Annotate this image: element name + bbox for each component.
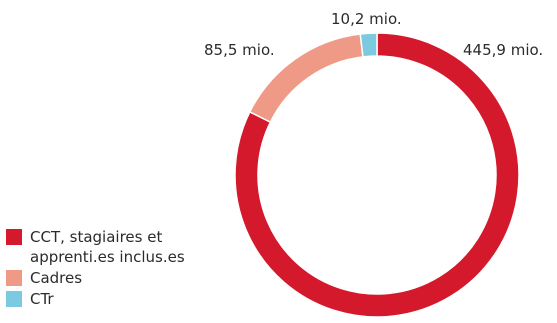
- legend-label-cct: CCT, stagiaires et apprenti.es inclus.es: [30, 228, 185, 266]
- data-label-cct: 445,9 mio.: [463, 41, 543, 59]
- legend-swatch-ctr: [6, 291, 22, 307]
- legend-item-cct: CCT, stagiaires et apprenti.es inclus.es: [6, 227, 221, 267]
- legend-swatch-cct: [6, 229, 22, 245]
- arc-cct: [234, 32, 520, 318]
- data-label-cadres: 85,5 mio.: [204, 41, 275, 59]
- legend-label-cadres: Cadres: [30, 269, 83, 287]
- donut-arcs: [234, 32, 520, 318]
- legend: CCT, stagiaires et apprenti.es inclus.es…: [6, 227, 221, 310]
- legend-item-ctr: CTr: [6, 289, 221, 309]
- legend-swatch-cadres: [6, 270, 22, 286]
- legend-item-cadres: Cadres: [6, 268, 221, 288]
- arc-ctr: [359, 32, 378, 58]
- data-label-ctr: 10,2 mio.: [331, 10, 402, 28]
- legend-label-ctr: CTr: [30, 290, 54, 308]
